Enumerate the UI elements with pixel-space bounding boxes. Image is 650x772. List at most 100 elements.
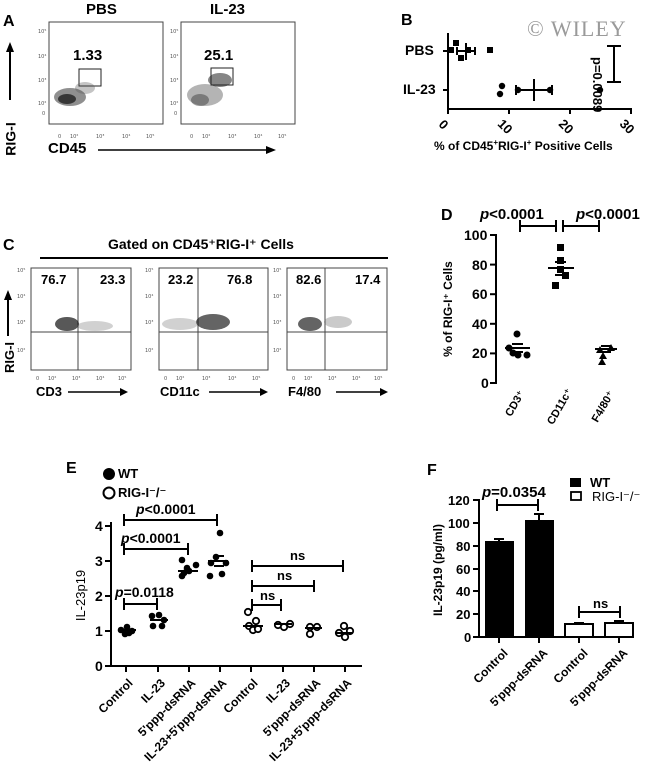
panel-f-p-text: =0.0354 <box>491 484 546 501</box>
panel-f-legend-ko: RIG-I⁻/⁻ <box>592 489 641 504</box>
svg-text:10⁵: 10⁵ <box>273 268 281 274</box>
panel-e-p-value-low: p=0.0118 <box>115 584 174 600</box>
panel-d-ytick-100: 100 <box>464 227 488 243</box>
svg-text:10³: 10³ <box>72 376 80 382</box>
svg-text:10²: 10² <box>48 376 56 382</box>
panel-c-header: Gated on CD45⁺RIG-I⁺ Cells <box>108 236 294 252</box>
bar-wt-control <box>485 541 514 637</box>
panel-b-letter: B <box>401 12 413 29</box>
svg-text:10⁴: 10⁴ <box>145 294 153 300</box>
panel-a-gate-value-pbs: 1.33 <box>73 47 103 64</box>
panel-b-x-label-mid: RIG-I <box>498 139 527 153</box>
panel-e-legend-ko: RIG-I⁻/⁻ <box>118 485 167 500</box>
panel-d-ytick-20: 20 <box>472 345 488 361</box>
svg-text:0: 0 <box>58 134 61 140</box>
panel-c-cd11c-left-value: 23.2 <box>168 272 194 287</box>
svg-text:10⁵: 10⁵ <box>38 29 46 35</box>
panel-e-ns-low: ns <box>260 588 276 603</box>
panel-e-ytick-1: 1 <box>95 623 103 639</box>
panel-b-x-label-sup1: + <box>493 138 499 147</box>
svg-text:10³: 10³ <box>202 376 210 382</box>
bar-wt-5ppp <box>525 520 554 637</box>
svg-text:0: 0 <box>174 111 177 117</box>
panel-d-p-value-1: p<0.0001 <box>480 206 544 223</box>
panel-d-ytick-40: 40 <box>472 316 488 332</box>
panel-f-ytick-60: 60 <box>456 562 471 577</box>
panel-f-y-label: IL-23p19 (pg/ml) <box>431 523 446 617</box>
svg-text:10²: 10² <box>273 348 281 354</box>
panel-f-letter: F <box>427 462 437 479</box>
panel-a-gate-value-il23: 25.1 <box>204 47 234 64</box>
svg-text:0: 0 <box>42 111 45 117</box>
panel-f-legend-wt: WT <box>590 475 611 490</box>
panel-f-ns: ns <box>593 596 609 611</box>
svg-text:10²: 10² <box>70 134 78 140</box>
svg-text:10⁵: 10⁵ <box>17 268 25 274</box>
panel-f-ytick-0: 0 <box>464 630 472 645</box>
svg-text:10³: 10³ <box>328 376 336 382</box>
panel-c-x-label-cd3: CD3 <box>36 384 63 399</box>
panel-b-category-il23: IL-23 <box>403 81 436 97</box>
svg-text:10⁴: 10⁴ <box>352 376 360 382</box>
panel-e-p-italic-top: p <box>136 501 145 517</box>
svg-text:10³: 10³ <box>170 78 178 84</box>
bar-ko-5ppp <box>604 622 634 638</box>
panel-f-ytick-40: 40 <box>456 584 471 599</box>
svg-text:10⁵: 10⁵ <box>374 376 382 382</box>
svg-text:10⁵: 10⁵ <box>278 134 286 140</box>
svg-text:10²: 10² <box>176 376 184 382</box>
panel-c-letter: C <box>3 237 15 254</box>
svg-text:10⁴: 10⁴ <box>273 294 281 300</box>
svg-text:10³: 10³ <box>145 320 153 326</box>
panel-c-cd3-right-value: 23.3 <box>100 272 126 287</box>
svg-text:10⁴: 10⁴ <box>254 134 262 140</box>
panel-e-ytick-0: 0 <box>95 658 103 674</box>
panel-d-p-text-1: <0.0001 <box>489 206 544 223</box>
panel-f-ytick-120: 120 <box>448 493 470 508</box>
panel-e-ns-mid: ns <box>277 568 293 583</box>
svg-text:10³: 10³ <box>228 134 236 140</box>
svg-text:10²: 10² <box>17 348 25 354</box>
panel-c-x-label-cd11c: CD11c <box>160 384 200 399</box>
panel-b-x-label-post: Positive Cells <box>531 139 613 153</box>
panel-e-legend-wt: WT <box>118 466 139 481</box>
svg-text:10⁴: 10⁴ <box>122 134 130 140</box>
svg-text:10²: 10² <box>145 348 153 354</box>
panel-e-ytick-2: 2 <box>95 588 103 604</box>
panel-c-f480-left-value: 82.6 <box>296 272 322 287</box>
panel-e-p-text-top: <0.0001 <box>144 501 196 517</box>
svg-text:0: 0 <box>190 134 193 140</box>
svg-text:10⁵: 10⁵ <box>252 376 260 382</box>
panel-d-p-text-2: <0.0001 <box>585 206 640 223</box>
panel-d-p-value-2: p<0.0001 <box>576 206 640 223</box>
panel-e-p-italic-mid: p <box>121 530 130 546</box>
svg-text:10⁵: 10⁵ <box>118 376 126 382</box>
svg-text:10³: 10³ <box>17 320 25 326</box>
panel-a-title-il23: IL-23 <box>210 1 246 18</box>
legend-wt-swatch <box>570 478 581 487</box>
svg-text:10³: 10³ <box>96 134 104 140</box>
panel-f-ytick-80: 80 <box>456 539 471 554</box>
panel-e-ytick-3: 3 <box>95 553 103 569</box>
svg-text:10⁴: 10⁴ <box>170 54 178 60</box>
panel-f-p-value: p=0.0354 <box>482 484 546 501</box>
bar-ko-control <box>564 623 594 638</box>
panel-e-ytick-4: 4 <box>95 518 103 534</box>
panel-d-ytick-60: 60 <box>472 286 488 302</box>
wiley-watermark: © WILEY <box>527 16 627 41</box>
panel-e-p-text-mid: <0.0001 <box>129 530 181 546</box>
panel-d-p-italic-2: p <box>576 206 586 223</box>
panel-b-x-label-pre: % of CD45 <box>434 139 494 153</box>
panel-e-ns-top: ns <box>290 548 306 563</box>
panel-a-title-pbs: PBS <box>86 1 117 18</box>
panel-e-p-text-low: =0.0118 <box>123 584 174 600</box>
svg-text:10⁵: 10⁵ <box>145 268 153 274</box>
svg-text:10⁵: 10⁵ <box>170 29 178 35</box>
svg-text:10⁴: 10⁴ <box>38 54 46 60</box>
